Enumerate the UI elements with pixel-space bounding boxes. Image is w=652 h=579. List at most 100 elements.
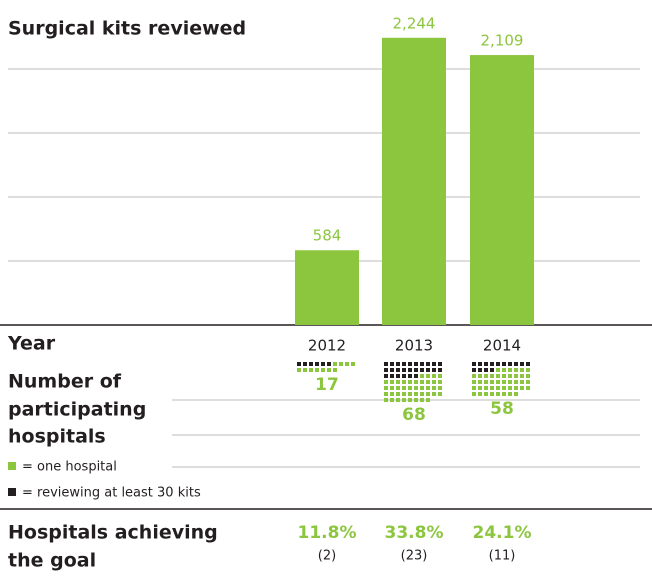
hospital-count: 17 xyxy=(315,375,339,395)
hospital-dot xyxy=(426,392,430,396)
hospital-dot xyxy=(339,362,343,366)
hospital-dot xyxy=(390,398,394,402)
hospital-dot xyxy=(526,362,530,366)
legend-swatch xyxy=(8,462,16,470)
hospital-dot xyxy=(384,398,388,402)
hospital-dot xyxy=(327,362,331,366)
hospital-dot xyxy=(396,374,400,378)
hospital-dot xyxy=(408,392,412,396)
hospital-dot xyxy=(420,386,424,390)
hospital-dot xyxy=(321,368,325,372)
hospital-dot xyxy=(472,368,476,372)
hospital-dot xyxy=(438,362,442,366)
goal-percent: 24.1% xyxy=(473,523,532,543)
hospital-dot xyxy=(508,380,512,384)
hospital-dot xyxy=(426,398,430,402)
hospital-dot xyxy=(508,392,512,396)
hospital-dot xyxy=(472,374,476,378)
bar xyxy=(295,250,359,325)
hospital-dot xyxy=(315,362,319,366)
hospital-dot xyxy=(414,386,418,390)
hospital-dot xyxy=(321,362,325,366)
hospital-dot xyxy=(390,368,394,372)
hospital-dot xyxy=(402,392,406,396)
hospital-dot xyxy=(390,380,394,384)
hospital-dot xyxy=(396,386,400,390)
value-label: 2,109 xyxy=(481,32,524,50)
hospitals-title: Number of xyxy=(8,371,122,393)
hospital-dot xyxy=(526,380,530,384)
hospital-dot xyxy=(351,362,355,366)
hospital-dot xyxy=(432,380,436,384)
hospital-dot xyxy=(478,380,482,384)
hospital-dot xyxy=(508,368,512,372)
hospital-dot xyxy=(402,380,406,384)
hospital-dot xyxy=(478,368,482,372)
year-label: Year xyxy=(7,333,56,355)
hospital-dot xyxy=(526,368,530,372)
hospital-dot xyxy=(396,392,400,396)
hospital-dot xyxy=(390,392,394,396)
hospital-dot xyxy=(490,380,494,384)
hospital-dot xyxy=(496,374,500,378)
hospital-dot xyxy=(508,362,512,366)
hospital-dot xyxy=(514,380,518,384)
hospital-dot xyxy=(520,362,524,366)
hospital-dot xyxy=(402,398,406,402)
hospital-dot xyxy=(402,386,406,390)
x-tick-label: 2014 xyxy=(483,337,521,355)
hospital-dot xyxy=(484,386,488,390)
value-label: 584 xyxy=(313,227,342,245)
hospital-dot xyxy=(438,386,442,390)
hospital-dot xyxy=(390,362,394,366)
hospital-dot xyxy=(384,368,388,372)
hospital-dot xyxy=(426,368,430,372)
hospital-dot xyxy=(508,386,512,390)
hospital-dot xyxy=(396,362,400,366)
hospital-dot xyxy=(478,374,482,378)
hospital-dot xyxy=(520,386,524,390)
goal-count: (11) xyxy=(489,549,516,564)
hospital-dot xyxy=(438,392,442,396)
hospital-dot xyxy=(396,398,400,402)
hospital-dot xyxy=(333,368,337,372)
hospital-dot xyxy=(502,386,506,390)
hospital-dot xyxy=(384,362,388,366)
hospital-dot xyxy=(472,392,476,396)
hospital-dot xyxy=(384,380,388,384)
hospital-dot xyxy=(502,392,506,396)
hospital-dot xyxy=(472,362,476,366)
hospital-dot xyxy=(297,368,301,372)
hospital-dot xyxy=(496,368,500,372)
legend-text: = one hospital xyxy=(22,460,117,475)
hospital-dot xyxy=(408,368,412,372)
hospital-dot xyxy=(484,368,488,372)
hospital-dot xyxy=(520,374,524,378)
hospital-dot xyxy=(333,362,337,366)
legend-swatch xyxy=(8,488,16,496)
hospital-dot xyxy=(484,374,488,378)
hospital-dot xyxy=(502,380,506,384)
hospital-dot xyxy=(408,398,412,402)
goal-percent: 11.8% xyxy=(298,523,357,543)
bar xyxy=(470,55,534,325)
hospital-dot xyxy=(514,386,518,390)
hospital-dot xyxy=(478,386,482,390)
hospital-dot xyxy=(402,362,406,366)
hospital-dot xyxy=(502,362,506,366)
hospital-dot xyxy=(514,374,518,378)
hospital-dot xyxy=(432,362,436,366)
hospital-dot xyxy=(432,368,436,372)
value-label: 2,244 xyxy=(393,14,436,32)
hospital-dot xyxy=(297,362,301,366)
hospital-dot xyxy=(472,386,476,390)
hospital-dot xyxy=(514,368,518,372)
x-tick-label: 2012 xyxy=(308,337,346,355)
hospital-dot xyxy=(414,362,418,366)
hospital-dot xyxy=(526,386,530,390)
hospital-dot xyxy=(472,380,476,384)
goal-title: the goal xyxy=(8,550,96,572)
hospital-dot xyxy=(496,386,500,390)
hospital-dot xyxy=(414,392,418,396)
hospital-dot xyxy=(490,362,494,366)
